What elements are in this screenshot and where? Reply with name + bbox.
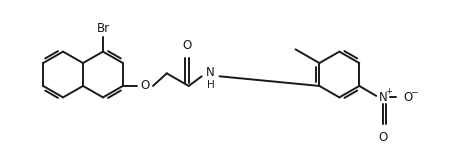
Text: Br: Br	[96, 22, 110, 35]
Text: N: N	[206, 66, 215, 79]
Text: +: +	[385, 87, 392, 96]
Text: O: O	[140, 79, 150, 92]
Text: H: H	[207, 80, 214, 90]
Text: N: N	[378, 91, 387, 104]
Text: −: −	[411, 87, 418, 96]
Text: O: O	[403, 91, 412, 104]
Text: O: O	[378, 131, 388, 144]
Text: O: O	[182, 39, 192, 52]
